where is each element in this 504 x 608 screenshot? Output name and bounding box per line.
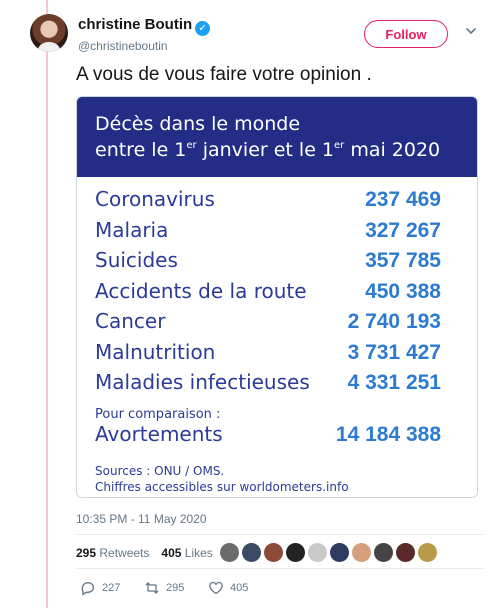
comparison-row: Avortements 14 184 388	[95, 422, 441, 446]
heart-icon	[209, 581, 223, 595]
handle[interactable]: @christineboutin	[78, 39, 168, 53]
comparison-note: Pour comparaison :	[95, 407, 221, 422]
liker-avatar[interactable]	[308, 543, 327, 562]
tweet-header: christine Boutin ✓ @christineboutin Follo…	[30, 14, 484, 62]
retweets-stat[interactable]: 295 Retweets	[76, 546, 150, 560]
stat-row: Maladies infectieuses 4 331 251	[95, 370, 441, 394]
engagement-stats: 295 Retweets 405 Likes	[76, 546, 213, 560]
stat-row: Malnutrition 3 731 427	[95, 339, 441, 364]
follow-button[interactable]: Follow	[364, 20, 448, 48]
tweet-media[interactable]: Décès dans le monde entre le 1er janvier…	[76, 96, 478, 498]
liker-avatar[interactable]	[286, 543, 305, 562]
liker-avatar[interactable]	[330, 543, 349, 562]
reply-icon	[81, 582, 95, 596]
liker-avatar[interactable]	[242, 543, 261, 562]
stat-row: Coronavirus 237 469	[95, 187, 441, 211]
tweet-text: A vous de vous faire votre opinion .	[76, 64, 372, 85]
stat-row: Accidents de la route 450 388	[95, 278, 441, 303]
media-title: Décès dans le monde entre le 1er janvier…	[77, 97, 477, 177]
liker-avatar[interactable]	[220, 543, 239, 562]
liker-avatar[interactable]	[374, 543, 393, 562]
divider	[76, 534, 484, 535]
chevron-down-icon[interactable]	[464, 24, 478, 38]
divider	[76, 568, 484, 569]
stat-row: Malaria 327 267	[95, 217, 441, 242]
timestamp[interactable]: 10:35 PM - 11 May 2020	[76, 512, 207, 526]
stat-row: Cancer 2 740 193	[95, 309, 441, 333]
liker-avatar[interactable]	[396, 543, 415, 562]
retweet-icon	[145, 582, 159, 594]
liker-avatars[interactable]	[220, 543, 437, 562]
stats-list: Coronavirus 237 469 Malaria 327 267 Suicid…	[95, 187, 441, 401]
display-name[interactable]: christine Boutin	[78, 16, 193, 33]
author-block: christine Boutin ✓ @christineboutin	[78, 16, 211, 53]
like-button[interactable]: 405	[208, 580, 272, 596]
verified-icon: ✓	[195, 21, 211, 36]
stat-row: Suicides 357 785	[95, 248, 441, 272]
media-title-line1: Décès dans le monde	[95, 113, 301, 135]
tweet-actions: 227 295 405	[80, 580, 272, 596]
comparison-block: Pour comparaison : Avortements 14 184 38…	[95, 407, 441, 447]
liker-avatar[interactable]	[264, 543, 283, 562]
liker-avatar[interactable]	[418, 543, 437, 562]
reply-button[interactable]: 227	[80, 580, 144, 596]
retweet-button[interactable]: 295	[144, 580, 208, 596]
thread-line	[46, 0, 48, 608]
media-title-line2: entre le 1er janvier et le 1er mai 2020	[95, 139, 441, 161]
likes-stat[interactable]: 405 Likes	[161, 546, 213, 560]
sources: Sources : ONU / OMS. Chiffres accessible…	[95, 464, 349, 494]
liker-avatar[interactable]	[352, 543, 371, 562]
avatar[interactable]	[30, 14, 68, 52]
